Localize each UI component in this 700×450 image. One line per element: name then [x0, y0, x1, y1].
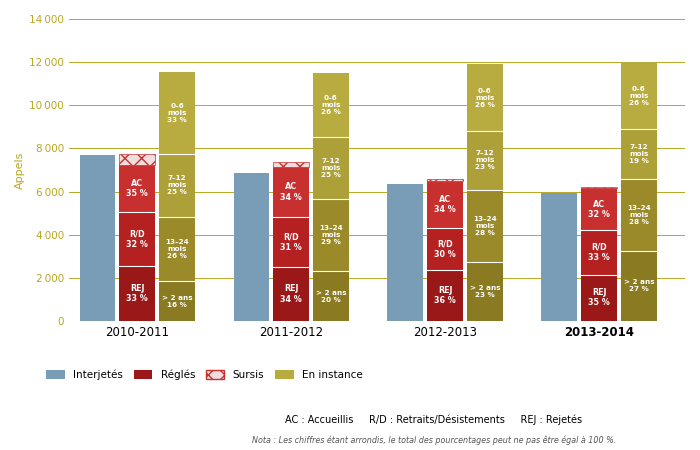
- Bar: [467, 64, 503, 131]
- Bar: [541, 193, 577, 321]
- Text: 7–12
mois
19 %: 7–12 mois 19 %: [629, 144, 649, 164]
- Bar: [120, 266, 155, 321]
- Bar: [274, 267, 309, 321]
- Bar: [621, 130, 657, 179]
- Bar: [274, 162, 309, 166]
- Legend: Interjetés, Réglés, Sursis, En instance: Interjetés, Réglés, Sursis, En instance: [42, 365, 367, 384]
- Bar: [428, 181, 463, 228]
- Bar: [160, 216, 195, 281]
- Bar: [314, 271, 349, 321]
- Text: AC
35 %: AC 35 %: [126, 179, 148, 198]
- Text: REJ
34 %: REJ 34 %: [280, 284, 302, 304]
- Text: R/D
33 %: R/D 33 %: [588, 243, 610, 262]
- Bar: [120, 165, 155, 212]
- Bar: [428, 270, 463, 321]
- Text: Nota : Les chiffres étant arrondis, le total des pourcentages peut ne pas être é: Nota : Les chiffres étant arrondis, le t…: [252, 435, 616, 445]
- Text: R/D
32 %: R/D 32 %: [126, 229, 148, 249]
- Bar: [314, 137, 349, 199]
- Bar: [314, 199, 349, 271]
- Text: 0–6
mois
33 %: 0–6 mois 33 %: [167, 104, 187, 123]
- Text: R/D
31 %: R/D 31 %: [280, 233, 302, 252]
- Bar: [467, 131, 503, 190]
- Bar: [120, 154, 155, 165]
- Bar: [581, 230, 617, 274]
- Text: AC : Accueillis     R/D : Retraits/Désistements     REJ : Rejetés: AC : Accueillis R/D : Retraits/Désisteme…: [286, 414, 582, 425]
- Bar: [581, 274, 617, 321]
- Bar: [234, 173, 269, 321]
- Text: REJ
35 %: REJ 35 %: [588, 288, 610, 307]
- Text: 13–24
mois
26 %: 13–24 mois 26 %: [165, 239, 189, 259]
- Text: > 2 ans
23 %: > 2 ans 23 %: [470, 285, 500, 298]
- Text: AC
32 %: AC 32 %: [588, 200, 610, 219]
- Text: > 2 ans
27 %: > 2 ans 27 %: [624, 279, 655, 292]
- Bar: [314, 73, 349, 137]
- Bar: [467, 190, 503, 262]
- Text: 7–12
mois
25 %: 7–12 mois 25 %: [321, 158, 341, 178]
- Text: REJ
36 %: REJ 36 %: [434, 286, 456, 305]
- Text: 7–12
mois
23 %: 7–12 mois 23 %: [475, 150, 495, 171]
- Text: 7–12
mois
25 %: 7–12 mois 25 %: [167, 176, 187, 195]
- Text: 13–24
mois
28 %: 13–24 mois 28 %: [627, 205, 651, 225]
- Bar: [467, 262, 503, 321]
- Bar: [621, 251, 657, 321]
- Bar: [160, 72, 195, 154]
- Bar: [274, 166, 309, 217]
- Text: 13–24
mois
28 %: 13–24 mois 28 %: [473, 216, 497, 236]
- Text: R/D
30 %: R/D 30 %: [434, 239, 456, 259]
- Bar: [428, 179, 463, 181]
- Bar: [621, 179, 657, 251]
- Bar: [388, 184, 423, 321]
- Bar: [120, 212, 155, 266]
- Bar: [428, 228, 463, 270]
- Bar: [274, 217, 309, 267]
- Text: AC
34 %: AC 34 %: [280, 182, 302, 202]
- Bar: [160, 154, 195, 216]
- Y-axis label: Appels: Appels: [15, 151, 25, 189]
- Bar: [621, 62, 657, 130]
- Text: 13–24
mois
29 %: 13–24 mois 29 %: [319, 225, 343, 245]
- Bar: [80, 155, 115, 321]
- Bar: [581, 188, 617, 230]
- Text: 0–6
mois
26 %: 0–6 mois 26 %: [475, 88, 495, 108]
- Bar: [581, 187, 617, 188]
- Text: REJ
33 %: REJ 33 %: [126, 284, 148, 303]
- Text: AC
34 %: AC 34 %: [434, 195, 456, 214]
- Text: > 2 ans
20 %: > 2 ans 20 %: [316, 290, 346, 302]
- Bar: [160, 281, 195, 321]
- Text: > 2 ans
16 %: > 2 ans 16 %: [162, 295, 193, 307]
- Text: 0–6
mois
26 %: 0–6 mois 26 %: [321, 95, 341, 115]
- Text: 0–6
mois
26 %: 0–6 mois 26 %: [629, 86, 649, 106]
